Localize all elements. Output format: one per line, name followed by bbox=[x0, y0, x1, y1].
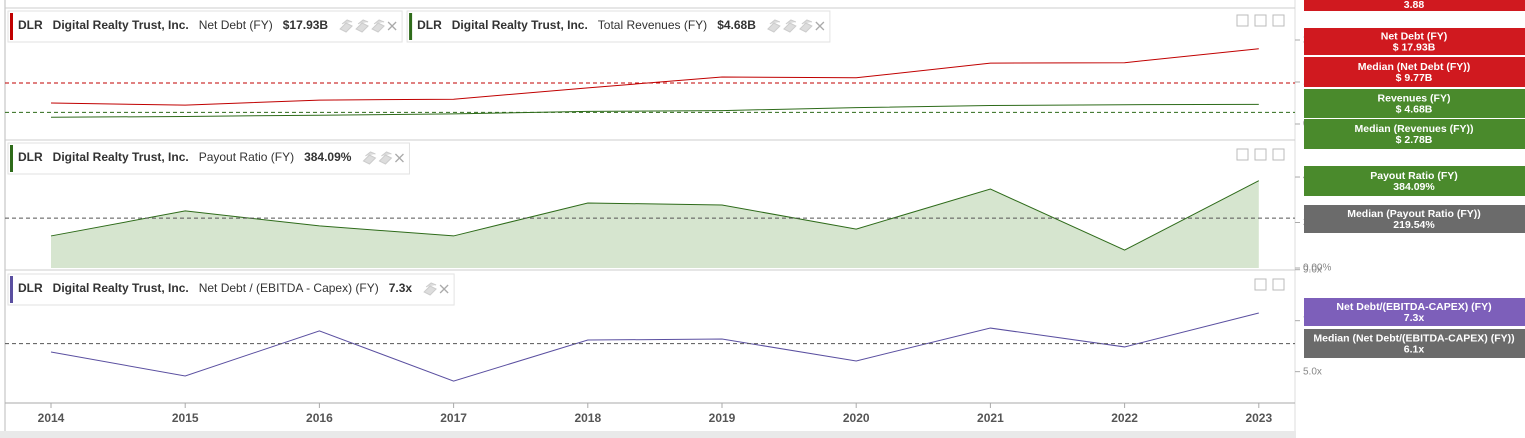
legend-text: $17.93B bbox=[283, 18, 329, 32]
tag bbox=[1304, 119, 1525, 149]
legend-bg bbox=[406, 10, 831, 43]
tag-name: Median (Net Debt/(EBITDA-CAPEX) (FY)) bbox=[1313, 332, 1514, 344]
x-tick-label: 2018 bbox=[574, 411, 601, 425]
x-tick-label: 2014 bbox=[38, 411, 65, 425]
tag-name: Net Debt/(EBITDA-CAPEX) (FY) bbox=[1336, 301, 1491, 313]
tag bbox=[1304, 28, 1525, 55]
x-tick-label: 2022 bbox=[1111, 411, 1138, 425]
x-tick-label: 2021 bbox=[977, 411, 1004, 425]
legend-color bbox=[409, 13, 413, 40]
legend-bg bbox=[7, 142, 410, 175]
legend-text: Payout Ratio (FY) bbox=[199, 150, 294, 164]
tag bbox=[1304, 166, 1525, 196]
tag-name: Median (Net Debt (FY)) bbox=[1358, 61, 1471, 73]
tag bbox=[1304, 89, 1525, 118]
legend-icon bbox=[362, 151, 377, 165]
tag-value: 384.09% bbox=[1393, 181, 1435, 193]
panel-control bbox=[1236, 148, 1249, 161]
legend-text: Net Debt (FY) bbox=[199, 18, 273, 32]
tag-value: 219.54% bbox=[1393, 219, 1435, 231]
legend-color bbox=[10, 145, 13, 172]
legend-icon bbox=[378, 151, 393, 165]
close-icon bbox=[815, 21, 825, 31]
legend-icon bbox=[339, 19, 353, 33]
tag bbox=[1304, 298, 1525, 326]
y-tick-label: 9.0x bbox=[1303, 264, 1322, 275]
legend-text: Digital Realty Trust, Inc. bbox=[53, 18, 189, 32]
panel-control bbox=[1254, 14, 1267, 27]
tag-name: Revenues (FY) bbox=[1378, 92, 1451, 104]
legend-box: DLR Digital Realty Trust, Inc. Net Debt / … bbox=[7, 273, 455, 306]
legend-text: 7.3x bbox=[389, 281, 413, 295]
area bbox=[51, 180, 1259, 268]
tag-value: $ 17.93B bbox=[1393, 41, 1436, 53]
close-icon bbox=[439, 284, 449, 294]
x-tick-label: 2016 bbox=[306, 411, 333, 425]
legend-box: DLR Digital Realty Trust, Inc. Payout Rati… bbox=[7, 142, 410, 175]
panel-control bbox=[1272, 14, 1285, 27]
tag-name: Median (Revenues (FY)) bbox=[1354, 123, 1473, 135]
legend-color bbox=[10, 276, 13, 303]
tag-value: $ 9.77B bbox=[1396, 72, 1433, 84]
legend-text: Digital Realty Trust, Inc. bbox=[53, 281, 189, 295]
legend-text: Digital Realty Trust, Inc. bbox=[53, 150, 189, 164]
panel-control bbox=[1272, 148, 1285, 161]
panel-control bbox=[1254, 278, 1267, 291]
x-tick-label: 2017 bbox=[440, 411, 467, 425]
legend-icon bbox=[423, 282, 437, 296]
close-icon bbox=[387, 21, 397, 31]
close-icon bbox=[394, 153, 404, 163]
legend-icon bbox=[767, 19, 781, 33]
legend-text: $4.68B bbox=[717, 18, 756, 32]
line bbox=[50, 48, 1259, 106]
bottom-band bbox=[0, 431, 1296, 438]
tag bbox=[1304, 0, 1525, 11]
x-tick-label: 2019 bbox=[709, 411, 736, 425]
legend-text: Net Debt / (EBITDA - Capex) (FY) bbox=[199, 281, 379, 295]
legend-icon bbox=[799, 19, 813, 33]
x-tick-label: 2020 bbox=[843, 411, 870, 425]
legend-text: DLR bbox=[417, 18, 442, 32]
x-tick-label: 2015 bbox=[172, 411, 199, 425]
tag-name: Net Debt (FY) bbox=[1381, 30, 1448, 42]
legend-color bbox=[10, 13, 13, 40]
tag bbox=[1304, 205, 1525, 233]
tag-name: Payout Ratio (FY) bbox=[1370, 170, 1458, 182]
panel-control bbox=[1254, 148, 1267, 161]
tag-value: $ 4.68B bbox=[1396, 103, 1433, 115]
legend-text: DLR bbox=[18, 150, 43, 164]
y-tick-label: 5.0x bbox=[1303, 366, 1322, 377]
panel-control bbox=[1236, 14, 1249, 27]
y-tick-label: 0.00% bbox=[1303, 263, 1331, 274]
line bbox=[50, 312, 1259, 382]
legend-box: DLR Digital Realty Trust, Inc. Net Debt (F… bbox=[7, 10, 403, 43]
tag bbox=[1304, 329, 1525, 358]
legend-box: DLR Digital Realty Trust, Inc. Total Reven… bbox=[406, 10, 831, 43]
tag bbox=[1304, 57, 1525, 87]
tag-value: 7.3x bbox=[1404, 312, 1425, 324]
tag-value: 6.1x bbox=[1404, 343, 1425, 355]
legend-bg bbox=[7, 10, 403, 43]
legend-icon bbox=[783, 19, 797, 33]
legend-icon bbox=[355, 19, 369, 33]
tag-value: $ 2.78B bbox=[1396, 134, 1433, 146]
line bbox=[50, 103, 1259, 118]
legend-text: Total Revenues (FY) bbox=[598, 18, 707, 32]
legend-text: Digital Realty Trust, Inc. bbox=[452, 18, 588, 32]
legend-bg bbox=[7, 273, 455, 306]
tag-name: Median (Payout Ratio (FY)) bbox=[1347, 208, 1481, 220]
legend-icon bbox=[371, 19, 385, 33]
panel-control bbox=[1272, 278, 1285, 291]
tag-value: 3.88 bbox=[1404, 0, 1425, 11]
x-tick-label: 2023 bbox=[1245, 411, 1272, 425]
legend-text: DLR bbox=[18, 281, 43, 295]
legend-text: DLR bbox=[18, 18, 43, 32]
legend-text: 384.09% bbox=[304, 150, 352, 164]
